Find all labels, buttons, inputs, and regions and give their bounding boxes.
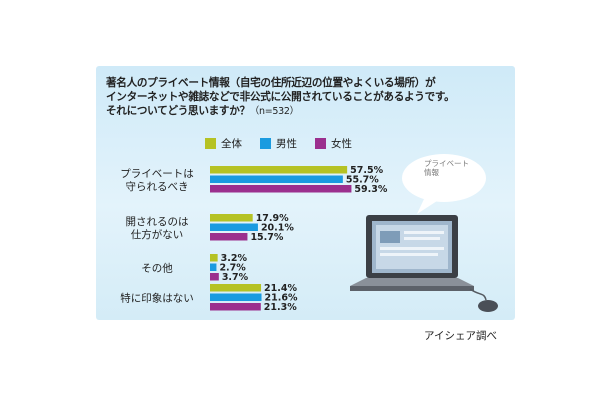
legend-item-male: 男性: [260, 136, 297, 151]
category-label: プライベートは: [120, 168, 194, 180]
bar-female: [210, 273, 219, 281]
legend-swatch-male: [260, 137, 271, 149]
data-label: 59.3%: [354, 184, 387, 195]
data-label: 2.7%: [219, 263, 246, 274]
bubble-text: プライベート 情報: [424, 159, 484, 177]
bubble-line-1: プライベート: [424, 159, 469, 168]
bar-all: [210, 166, 348, 174]
category-label: 特に印象はない: [120, 292, 194, 304]
bar-male: [210, 175, 343, 183]
bar-female: [210, 233, 248, 241]
bar-group: 特に印象はない 21.4%21.6%21.3%: [120, 283, 298, 313]
legend-item-all: 全体: [205, 136, 242, 151]
bar-male: [210, 263, 217, 271]
data-label: 3.7%: [222, 272, 249, 283]
bar-female: [210, 303, 261, 311]
data-label: 55.7%: [346, 175, 379, 186]
data-label: 17.9%: [256, 213, 289, 224]
title-line-2: インターネットや雑誌などで非公式に公開されていることがあるようです。: [106, 91, 455, 103]
category-label: その他: [141, 261, 173, 274]
data-label: 21.3%: [264, 302, 297, 313]
mouse-icon: [469, 288, 498, 312]
data-label: 21.4%: [264, 283, 297, 294]
legend-label-all: 全体: [221, 137, 242, 150]
legend: 全体 男性 女性: [205, 135, 352, 151]
category-label: 開されるのは: [126, 216, 189, 228]
speech-bubble-icon: [402, 154, 486, 214]
data-label: 20.1%: [261, 223, 294, 234]
legend-label-female: 女性: [331, 137, 352, 150]
sample-size: （n=532）: [249, 106, 299, 117]
title-line-1: 著名人のプライベート情報（自宅の住所近辺の位置やよくいる場所）が: [106, 77, 436, 89]
bar-female: [210, 185, 352, 193]
title-line-3-text: それについてどう思いますか？: [106, 105, 250, 117]
legend-swatch-all: [205, 137, 216, 149]
category-label: 仕方がない: [131, 228, 184, 241]
data-label: 3.2%: [221, 253, 248, 264]
category-label: 守られるべき: [126, 180, 189, 193]
laptop-icon: [350, 215, 474, 291]
legend-item-female: 女性: [315, 136, 352, 151]
bar-male: [210, 223, 258, 231]
data-label: 15.7%: [250, 232, 283, 243]
bubble-line-2: 情報: [424, 168, 439, 177]
chart-title: 著名人のプライベート情報（自宅の住所近辺の位置やよくいる場所）が インターネット…: [106, 76, 511, 119]
bar-male: [210, 293, 262, 301]
data-label: 21.6%: [265, 293, 298, 304]
legend-swatch-female: [315, 137, 326, 149]
data-label: 57.5%: [350, 165, 383, 176]
title-line-3: それについてどう思いますか？（n=532）: [106, 104, 511, 119]
bar-all: [210, 214, 253, 222]
bar-group: その他 3.2%2.7%3.7%: [141, 253, 248, 283]
legend-label-male: 男性: [276, 137, 297, 150]
bar-all: [210, 284, 262, 292]
laptop-illustration: [350, 154, 498, 312]
bar-all: [210, 254, 218, 262]
source-note: アイシェア調べ: [424, 330, 497, 342]
